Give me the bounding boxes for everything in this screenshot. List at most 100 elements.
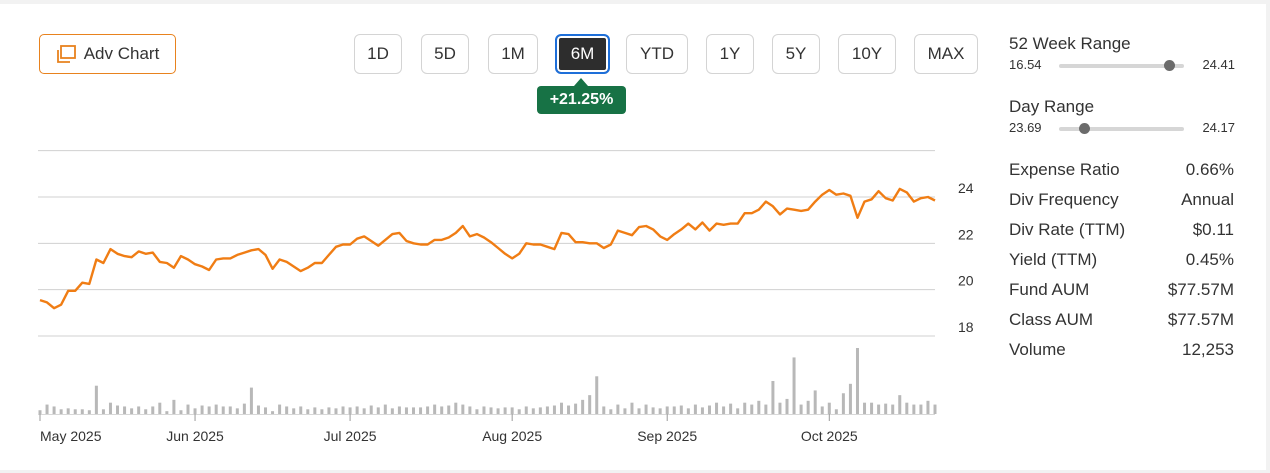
stat-label: Volume [1009,340,1066,359]
volume-bar [581,399,585,414]
volume-bar [130,408,134,414]
volume-bar [412,407,416,414]
volume-bar [672,406,676,414]
x-tick-label: May 2025 [40,428,102,444]
range-button-10y[interactable]: 10Y [838,34,896,74]
volume-bar [503,407,507,414]
volume-bar [137,406,141,414]
volume-bar [912,404,916,414]
volume-bar [383,404,387,414]
volume-bar [158,402,162,414]
volume-bar [686,408,690,414]
volume-bar [299,406,303,414]
range-button-1m[interactable]: 1M [488,34,538,74]
y-tick-label: 20 [958,273,974,289]
volume-bar [73,409,77,414]
volume-bar [193,408,197,414]
volume-bar [376,407,380,414]
x-tick-label: Sep 2025 [637,428,697,444]
volume-bar [933,404,937,414]
volume-bar [863,402,867,414]
volume-bar [552,405,556,414]
day-range-title: Day Range [1009,97,1095,116]
stat-row-expense-ratio: Expense Ratio 0.66% [1009,159,1234,181]
volume-bar [567,405,571,414]
range-button-1d[interactable]: 1D [354,34,402,74]
volume-bar [905,402,909,414]
range-button-5y[interactable]: 5Y [772,34,820,74]
volume-bar [454,402,458,414]
x-tick-label: Aug 2025 [482,428,542,444]
range-button-6m[interactable]: 6M [555,34,610,74]
volume-bar [461,404,465,414]
range-button-max[interactable]: MAX [914,34,978,74]
volume-bar [440,406,444,414]
stat-row-div-frequency: Div Frequency Annual [1009,189,1234,211]
range-button-ytd[interactable]: YTD [626,34,688,74]
volume-bar [87,410,91,414]
volume-bar [116,405,120,414]
volume-bar [609,409,613,414]
chart-panel [0,4,1266,470]
stat-row-volume: Volume 12,253 [1009,339,1234,361]
volume-bar [101,409,105,414]
stat-label: Div Frequency [1009,190,1119,209]
stat-label: Class AUM [1009,310,1094,329]
volume-bar [616,404,620,414]
volume-bar [877,404,881,414]
price-line [39,187,936,310]
volume-bar [778,402,782,414]
volume-bar [475,409,479,414]
volume-bar [545,406,549,414]
volume-bar [165,411,169,414]
volume-bar [729,403,733,414]
volume-bar [320,409,324,414]
range-button-5d[interactable]: 5D [421,34,469,74]
volume-bar [524,406,528,414]
volume-bar [559,402,563,414]
volume-bar [764,404,768,414]
volume-bar [743,402,747,414]
volume-bar [813,390,817,414]
week52-range-title: 52 Week Range [1009,34,1131,53]
stat-value: $77.57M [1167,280,1234,299]
range-button-1y[interactable]: 1Y [706,34,754,74]
volume-bar [926,400,930,414]
stat-label: Yield (TTM) [1009,250,1098,269]
volume-bar [433,404,437,414]
day-track [1059,127,1184,131]
volume-bar [651,407,655,414]
volume-bar [123,406,127,414]
stat-value: 0.45% [1185,250,1234,269]
volume-bar [630,402,634,414]
day-high: 24.17 [1202,120,1235,135]
stat-row-fund-aum: Fund AUM $77.57M [1009,279,1234,301]
volume-bar [52,406,56,414]
stat-value: 0.66% [1185,160,1234,179]
volume-bar [855,348,859,414]
volume-bar [327,407,331,414]
volume-bar [221,406,225,414]
chart-window-icon [56,45,76,63]
volume-bar [538,407,542,414]
adv-chart-button[interactable]: Adv Chart [39,34,176,74]
volume-bar [369,405,373,414]
volume-bar [531,408,535,414]
volume-bar [898,395,902,414]
volume-bar [306,409,310,414]
volume-bar [757,400,761,414]
volume-bar [841,393,845,414]
volume-bar [334,408,338,414]
volume-bar [66,408,70,414]
volume-bar [919,404,923,414]
volume-bar [362,408,366,414]
volume-bar [214,404,218,414]
stat-value: $77.57M [1167,310,1234,329]
volume-bar [679,405,683,414]
volume-bar [80,409,84,414]
volume-bar [637,408,641,414]
y-tick-label: 24 [958,180,974,196]
volume-bar [707,405,711,414]
volume-bar [341,406,345,414]
volume-bar [750,404,754,414]
